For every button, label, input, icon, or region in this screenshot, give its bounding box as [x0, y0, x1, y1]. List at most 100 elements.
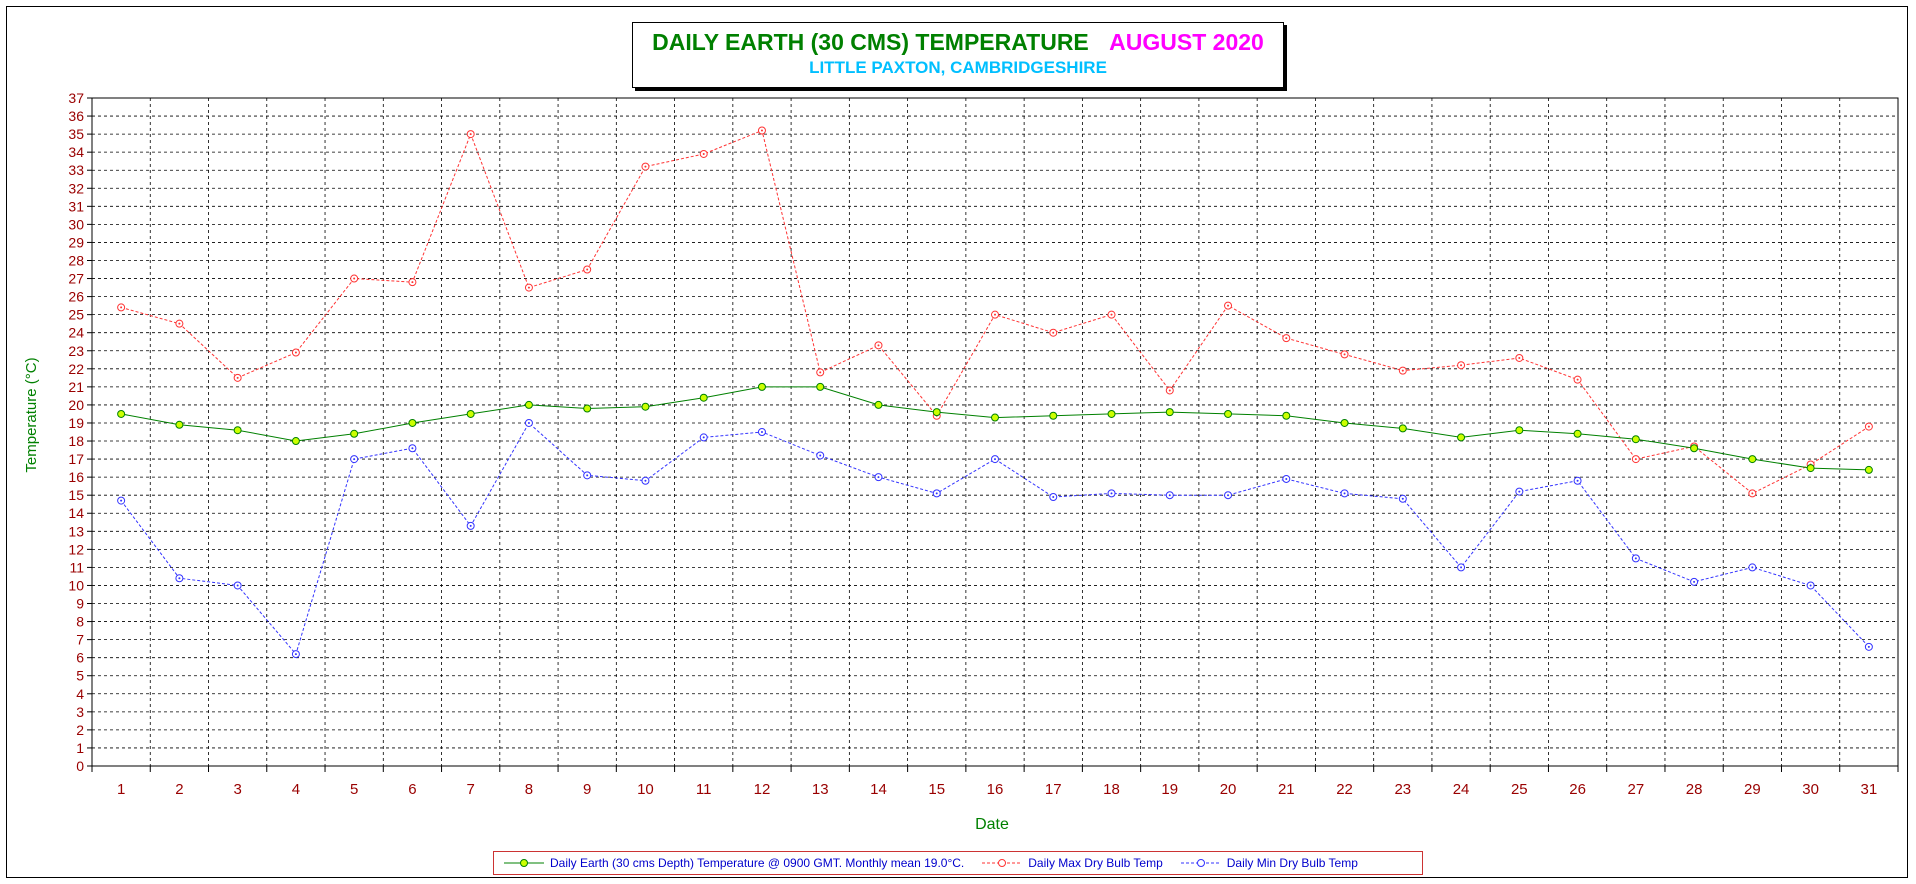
x-tick-label: 28: [1686, 781, 1703, 798]
x-tick-label: 20: [1220, 781, 1237, 798]
y-tick-label: 4: [76, 686, 84, 702]
data-point-center-min: [1518, 490, 1521, 493]
data-point-center-min: [527, 421, 530, 424]
x-tick-label: 17: [1045, 781, 1062, 798]
data-point-earth: [291, 437, 300, 446]
grid-lines: [87, 97, 1899, 772]
data-point-center-max: [1401, 369, 1404, 372]
data-point-center-max: [1518, 356, 1521, 359]
data-point-center-min: [1576, 479, 1579, 482]
data-point-earth: [1398, 424, 1407, 433]
data-point-center-min: [586, 474, 589, 477]
data-point-center-min: [178, 577, 181, 580]
y-tick-label: 11: [69, 559, 84, 575]
data-point-center-min: [1634, 557, 1637, 560]
y-tick-label: 20: [68, 397, 84, 413]
x-tick-label: 22: [1336, 781, 1353, 798]
data-point-center-min: [1343, 492, 1346, 495]
data-point-center-min: [877, 476, 880, 479]
data-point-center-max: [1227, 304, 1230, 307]
y-tick-label: 2: [76, 722, 84, 738]
data-point-center-min: [120, 499, 123, 502]
chart-title-main: DAILY EARTH (30 CMS) TEMPERATURE: [652, 29, 1089, 55]
x-tick-label: 25: [1511, 781, 1528, 798]
data-point-center-max: [1751, 492, 1754, 495]
data-point-center-max: [236, 376, 239, 379]
x-tick-label: 8: [525, 781, 533, 798]
data-point-center-max: [1168, 389, 1171, 392]
data-point-center-max: [527, 286, 530, 289]
data-point-earth: [816, 382, 825, 391]
data-point-center-min: [1751, 566, 1754, 569]
data-point-center-max: [1110, 313, 1113, 316]
x-tick-label: 4: [292, 781, 300, 798]
y-tick-label: 22: [68, 361, 84, 377]
data-point-earth: [641, 402, 650, 411]
data-point-earth: [699, 393, 708, 402]
data-point-center-min: [1809, 584, 1812, 587]
data-point-center-min: [1052, 495, 1055, 498]
data-point-center-min: [644, 479, 647, 482]
data-point-center-min: [469, 524, 472, 527]
data-point-earth: [1224, 409, 1233, 418]
data-point-center-max: [877, 344, 880, 347]
data-point-center-max: [294, 351, 297, 354]
chart-title-box: DAILY EARTH (30 CMS) TEMPERATURE AUGUST …: [632, 22, 1284, 88]
data-point-earth: [1690, 444, 1699, 453]
y-tick-label: 24: [68, 325, 84, 341]
y-tick-label: 12: [68, 541, 84, 557]
y-tick-label: 5: [76, 668, 84, 684]
data-point-center-min: [935, 492, 938, 495]
chart-title-month: AUGUST 2020: [1109, 29, 1264, 55]
y-tick-label: 9: [76, 596, 84, 612]
legend-label-min: Daily Min Dry Bulb Temp: [1226, 856, 1358, 870]
series-layer: [117, 126, 1873, 659]
data-point-center-min: [819, 454, 822, 457]
x-tick-label: 14: [870, 781, 887, 798]
y-tick-label: 23: [68, 343, 84, 359]
data-point-earth: [117, 409, 126, 418]
data-point-center-min: [1110, 492, 1113, 495]
x-tick-label: 6: [408, 781, 416, 798]
data-point-center-max: [1285, 337, 1288, 340]
plot-area: [91, 97, 1899, 767]
data-point-earth: [932, 408, 941, 417]
x-tick-label: 10: [637, 781, 654, 798]
legend-item-min: Daily Min Dry Bulb Temp: [1180, 856, 1358, 870]
data-point-center-max: [411, 281, 414, 284]
data-point-earth: [350, 429, 359, 438]
y-tick-label: 21: [68, 379, 84, 395]
data-point-center-max: [1867, 425, 1870, 428]
x-tick-label: 27: [1627, 781, 1644, 798]
x-tick-label: 21: [1278, 781, 1295, 798]
x-tick-label: 19: [1161, 781, 1178, 798]
legend-swatch-min: [1180, 859, 1221, 867]
data-point-center-max: [1343, 353, 1346, 356]
data-point-center-max: [178, 322, 181, 325]
y-tick-label: 7: [76, 632, 84, 648]
x-tick-label: 31: [1861, 781, 1878, 798]
data-point-center-max: [819, 371, 822, 374]
x-tick-label: 24: [1453, 781, 1470, 798]
y-tick-label: 6: [76, 650, 84, 666]
data-point-earth: [175, 420, 184, 429]
y-tick-labels: 0123456789101112131415161718192021222324…: [68, 90, 84, 774]
data-point-center-min: [760, 431, 763, 433]
data-point-center-min: [353, 458, 356, 461]
data-point-earth: [524, 400, 533, 409]
y-tick-label: 10: [68, 577, 84, 593]
x-tick-label: 11: [696, 781, 712, 798]
data-point-center-min: [1285, 477, 1288, 480]
data-point-center-min: [1401, 497, 1404, 500]
data-point-center-min: [1867, 645, 1870, 648]
data-point-earth: [233, 426, 242, 435]
series-max: [117, 126, 1873, 498]
data-point-earth: [466, 409, 475, 418]
y-tick-label: 33: [68, 162, 84, 178]
data-point-earth: [1806, 464, 1815, 473]
data-point-earth: [991, 413, 999, 422]
y-tick-label: 13: [68, 523, 84, 539]
y-tick-label: 14: [68, 505, 84, 521]
y-tick-label: 15: [68, 487, 84, 503]
y-tick-label: 16: [68, 469, 84, 485]
